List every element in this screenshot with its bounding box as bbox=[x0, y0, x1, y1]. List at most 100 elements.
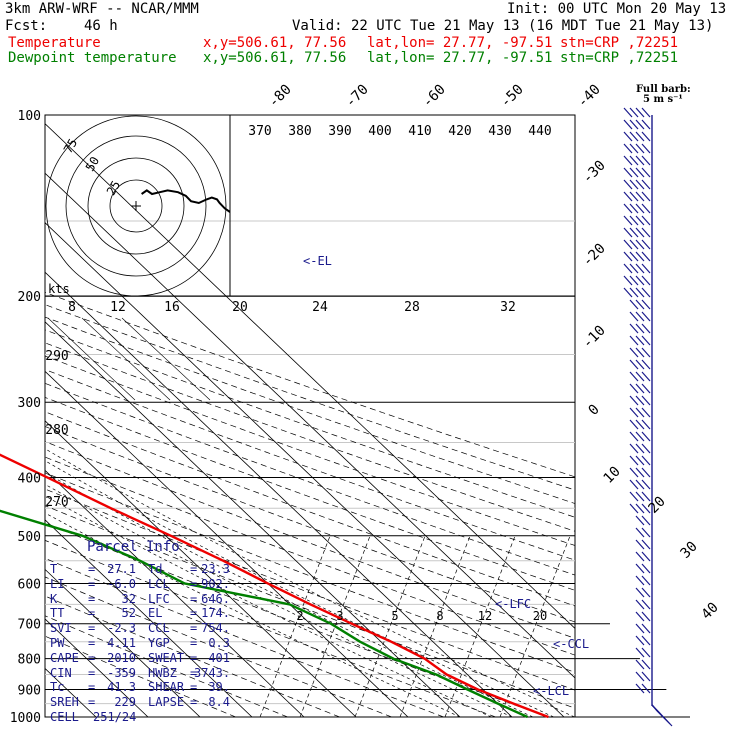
barb-flag bbox=[629, 371, 639, 382]
barb-flag bbox=[641, 683, 651, 694]
wind-barb bbox=[635, 515, 651, 526]
temperature-latlon: lat,lon= 27.77, -97.51 bbox=[367, 35, 553, 51]
barb-flag bbox=[629, 275, 639, 286]
parcel-value: 0.3 bbox=[208, 636, 230, 650]
isotherm-label: 20 bbox=[646, 494, 669, 517]
isotherm bbox=[45, 222, 565, 717]
barb-flag bbox=[635, 263, 645, 274]
barb-flag bbox=[635, 515, 645, 526]
wind-barb bbox=[635, 623, 651, 634]
wind-barb bbox=[623, 191, 651, 202]
theta-label: 410 bbox=[408, 124, 431, 139]
barb-flag bbox=[635, 611, 645, 622]
ccl-label: <-CCL bbox=[553, 637, 589, 651]
wind-barb bbox=[629, 479, 651, 490]
isotherm bbox=[45, 321, 461, 717]
model-title: 3km ARW-WRF -- NCAR/MMM bbox=[5, 1, 199, 17]
wind-barb bbox=[635, 599, 651, 610]
barb-flag bbox=[635, 107, 645, 118]
parcel-value: -6.0 bbox=[107, 576, 136, 591]
barb-flag bbox=[635, 131, 645, 142]
dry-adiabat bbox=[45, 595, 340, 717]
wind-barb bbox=[629, 395, 651, 406]
theta-label: 370 bbox=[248, 124, 271, 139]
barb-flag bbox=[635, 551, 645, 562]
barb-flag bbox=[623, 107, 633, 118]
parcel-eq: = bbox=[190, 680, 198, 695]
parcel-value: -359 bbox=[107, 665, 136, 680]
barb-flag bbox=[635, 323, 645, 334]
barb-flag bbox=[641, 119, 651, 130]
barb-flag bbox=[629, 287, 639, 298]
hodograph-ring bbox=[65, 135, 207, 277]
barb-flag bbox=[635, 563, 645, 574]
barb-flag bbox=[623, 131, 633, 142]
barb-flag bbox=[635, 623, 645, 634]
barb-flag bbox=[641, 215, 651, 226]
theta-low-label: 280 bbox=[45, 423, 68, 438]
barb-flag bbox=[641, 467, 651, 478]
barb-flag bbox=[629, 395, 639, 406]
barb-flag bbox=[623, 239, 633, 250]
barb-flag bbox=[629, 119, 639, 130]
isotherm-label: -30 bbox=[580, 158, 609, 187]
parcel-eq: = bbox=[190, 606, 198, 621]
wind-barb bbox=[623, 239, 651, 250]
barb-flag bbox=[641, 155, 651, 166]
barb-flag bbox=[635, 419, 645, 430]
parcel-key: CAPE bbox=[50, 650, 79, 665]
wind-barb bbox=[623, 155, 651, 166]
parcel-value: 23.3 bbox=[201, 562, 230, 576]
barb-flag bbox=[641, 227, 651, 238]
el-label: <-EL bbox=[303, 254, 332, 268]
lfc-label: <-LFC bbox=[495, 597, 531, 611]
parcel-key: EL bbox=[148, 606, 163, 621]
parcel-eq: = bbox=[88, 591, 96, 606]
dry-adiabat bbox=[45, 522, 548, 717]
barb-flag bbox=[635, 251, 645, 262]
isotherm-label: -10 bbox=[580, 323, 609, 352]
parcel-value: 401 bbox=[208, 650, 230, 665]
wind-barb bbox=[629, 467, 651, 478]
parcel-value: 902. bbox=[201, 576, 230, 591]
barb-flag bbox=[623, 227, 633, 238]
barb-flag bbox=[623, 167, 633, 178]
parcel-key: HWBZ bbox=[148, 665, 177, 680]
pressure-label: 700 bbox=[18, 618, 41, 633]
barb-flag bbox=[629, 359, 639, 370]
barb-flag bbox=[635, 155, 645, 166]
dry-adiabat bbox=[45, 472, 575, 673]
wind-barb bbox=[623, 131, 651, 142]
mixing-ratio-label: 8 bbox=[436, 609, 443, 623]
isotherms bbox=[45, 123, 575, 717]
mixing-ratio-label: 5 bbox=[391, 609, 398, 623]
mixing-ratio-label: 3 bbox=[336, 609, 343, 623]
parcel-title: Parcel Info bbox=[87, 539, 180, 555]
pressure-label: 300 bbox=[18, 396, 41, 411]
isotherm bbox=[45, 123, 575, 629]
barb-flag bbox=[635, 599, 645, 610]
isotherm-label: 30 bbox=[678, 539, 701, 562]
pressure-label: 800 bbox=[18, 653, 41, 668]
barb-flag bbox=[623, 287, 633, 298]
parcel-eq: = bbox=[88, 665, 96, 680]
barb-flag bbox=[623, 203, 633, 214]
pressure-label: 200 bbox=[18, 290, 41, 305]
wind-barb bbox=[629, 323, 651, 334]
barb-flag bbox=[641, 563, 651, 574]
parcel-key: T bbox=[50, 562, 58, 576]
wind-barb bbox=[623, 167, 651, 178]
barb-flag bbox=[629, 491, 639, 502]
hodograph-tick-label: 8 bbox=[68, 300, 76, 315]
barb-flag bbox=[635, 659, 645, 670]
barb-flag bbox=[641, 311, 651, 322]
surface-barb bbox=[651, 704, 673, 727]
theta-label: 380 bbox=[288, 124, 311, 139]
barb-flag bbox=[635, 407, 645, 418]
barb-flag bbox=[629, 107, 639, 118]
barb-flag bbox=[641, 395, 651, 406]
barb-flag bbox=[635, 395, 645, 406]
hodograph-ring-label: 75 bbox=[61, 136, 80, 156]
barb-flag bbox=[641, 335, 651, 346]
barb-flag bbox=[635, 383, 645, 394]
